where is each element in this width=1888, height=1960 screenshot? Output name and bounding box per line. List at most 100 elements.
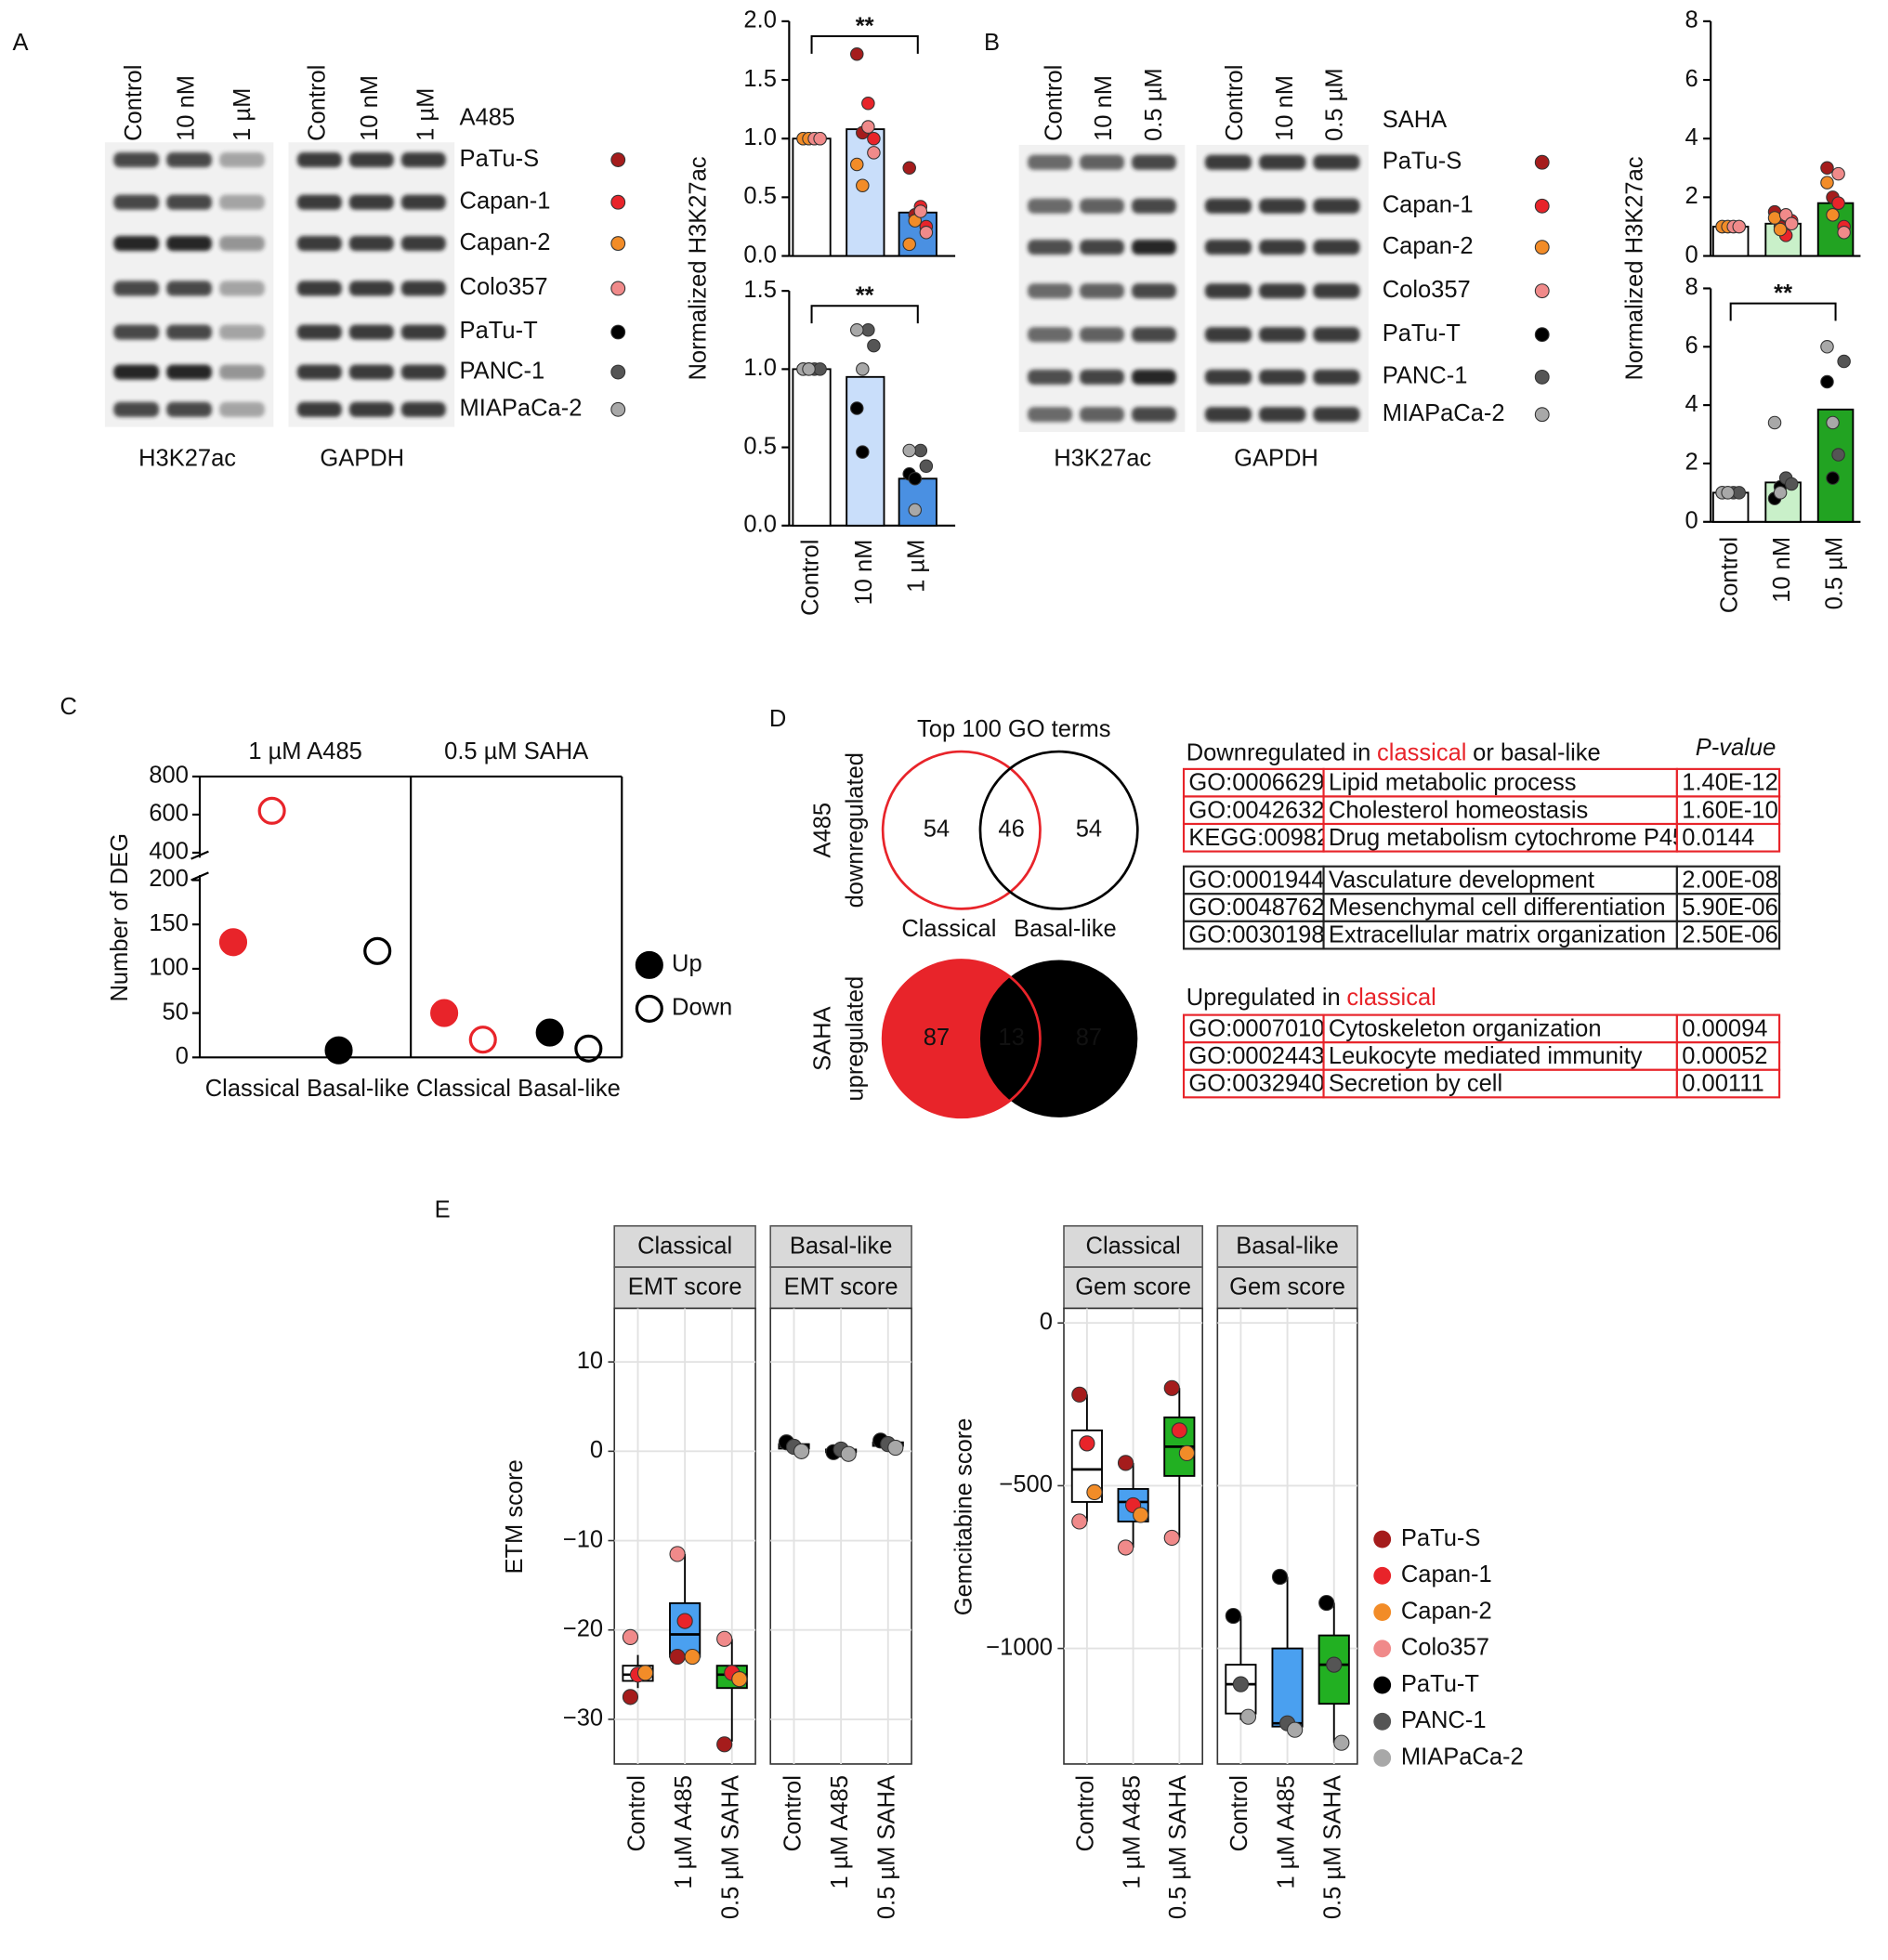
venn-row-label: downregulated [843,752,869,908]
heading-part: or basal-like [1473,740,1601,766]
data-point [919,226,934,240]
y-tick-label: −10 [563,1526,603,1552]
cell-line-dot [610,194,626,210]
facet-subtitle: EMT score [784,1274,898,1300]
data-point [887,1439,904,1457]
blot-band [296,151,342,168]
blot-band [1259,369,1306,385]
cell-line-dot [610,401,626,417]
legend-label: Colo357 [1401,1635,1489,1661]
table-cell-text: GO:0032940 [1188,1071,1324,1097]
facet-subtitle: Gem score [1075,1274,1191,1300]
data-point [622,1689,639,1705]
axis-break [190,850,209,860]
blot-band [348,151,394,168]
x-tick-label: Control [780,1775,806,1851]
data-point [574,1034,603,1063]
heading-part: Downregulated in [1187,740,1371,766]
blot-band [296,236,342,252]
y-tick-label: 6 [1685,66,1698,92]
data-point [1831,448,1845,462]
blot-band [1259,327,1306,343]
data-point [669,1546,686,1562]
data-point [1784,216,1799,231]
y-tick-label: 0 [590,1437,603,1463]
cell-line-dot [1534,369,1550,385]
x-tick-label: 1 µM [904,540,930,593]
lane-label: 1 µM [413,88,439,141]
lane-label: 0.5 µM [1141,68,1167,141]
legend-marker [1373,1749,1392,1767]
blot-band [1259,283,1306,299]
legend-marker [635,994,663,1023]
table-cell-text: Drug metabolism cytochrome P450 [1329,825,1699,851]
facet-title: Basal-like [790,1233,893,1259]
table-cell-text: 5.90E-06 [1682,895,1778,921]
data-point [908,503,923,517]
data-point [1318,1594,1335,1612]
blot-band [1132,327,1176,343]
data-point [1820,374,1834,389]
cell-line-label: Colo357 [460,274,548,300]
table-cell-text: 0.00094 [1682,1016,1767,1042]
table-cell-text: Leukocyte mediated immunity [1329,1043,1643,1069]
table-cell-text: 2.50E-06 [1682,922,1778,948]
blot-band [1313,198,1360,214]
y-tick-label: 50 [163,999,189,1025]
cell-line-label: PaTu-T [460,318,538,344]
cell-line-label: PaTu-S [460,146,540,172]
x-tick-label: 0.5 µM SAHA [873,1775,899,1919]
y-tick-label: 4 [1685,124,1698,150]
x-tick-label: 0.5 µM [1821,537,1847,610]
y-tick-label: 150 [149,910,189,936]
data-point [363,936,392,965]
y-tick-label: 0 [176,1043,189,1069]
table-heading: Downregulated in classical or basal-like [1187,740,1601,766]
facet-subtitle: Gem score [1229,1274,1345,1300]
data-point [802,362,816,376]
blot-band [166,236,213,252]
blot-band [1204,240,1252,255]
panel-label: D [769,706,786,732]
data-point [1837,226,1851,240]
data-point [1773,222,1788,237]
x-tick-label: Control [1073,1775,1099,1851]
cell-line-label: Capan-2 [1383,233,1474,259]
blot-band [400,281,446,296]
venn-count: 54 [1076,816,1102,842]
data-point [856,362,870,376]
data-point [257,796,286,825]
blot-band [166,401,213,417]
table-cell [1322,920,1678,950]
blot-band [113,151,160,168]
data-point [1239,1708,1257,1725]
y-axis-label: Gemcitabine score [951,1418,977,1616]
data-point [813,131,827,146]
data-point [1732,219,1746,234]
cell-line-label: Capan-1 [460,188,551,214]
data-point [902,237,916,252]
antibody-label: H3K27ac [1054,445,1151,471]
blot-band [113,364,160,380]
blot-band [219,324,265,340]
data-point [1333,1734,1350,1751]
data-point [1326,1656,1343,1673]
venn-count: 13 [998,1025,1024,1051]
y-tick-label: −1000 [986,1634,1053,1660]
table-cell [1322,767,1678,798]
lane-label: 10 nM [173,75,199,141]
data-point [669,1648,686,1666]
venn-row-label: SAHA [810,1006,836,1070]
cell-line-dot [610,324,626,340]
cell-line-dot [610,152,626,167]
data-point [856,178,870,192]
blot-band [296,194,342,210]
blot-band [1204,198,1252,214]
data-point [1117,1539,1134,1556]
blot-band [166,324,213,340]
cell-line-label: Colo357 [1383,277,1471,303]
heading-part: classical [1346,985,1436,1011]
blot-band [1132,283,1176,299]
table-cell-text: KEGG:00982 [1188,825,1330,851]
blot-band [1204,407,1252,423]
